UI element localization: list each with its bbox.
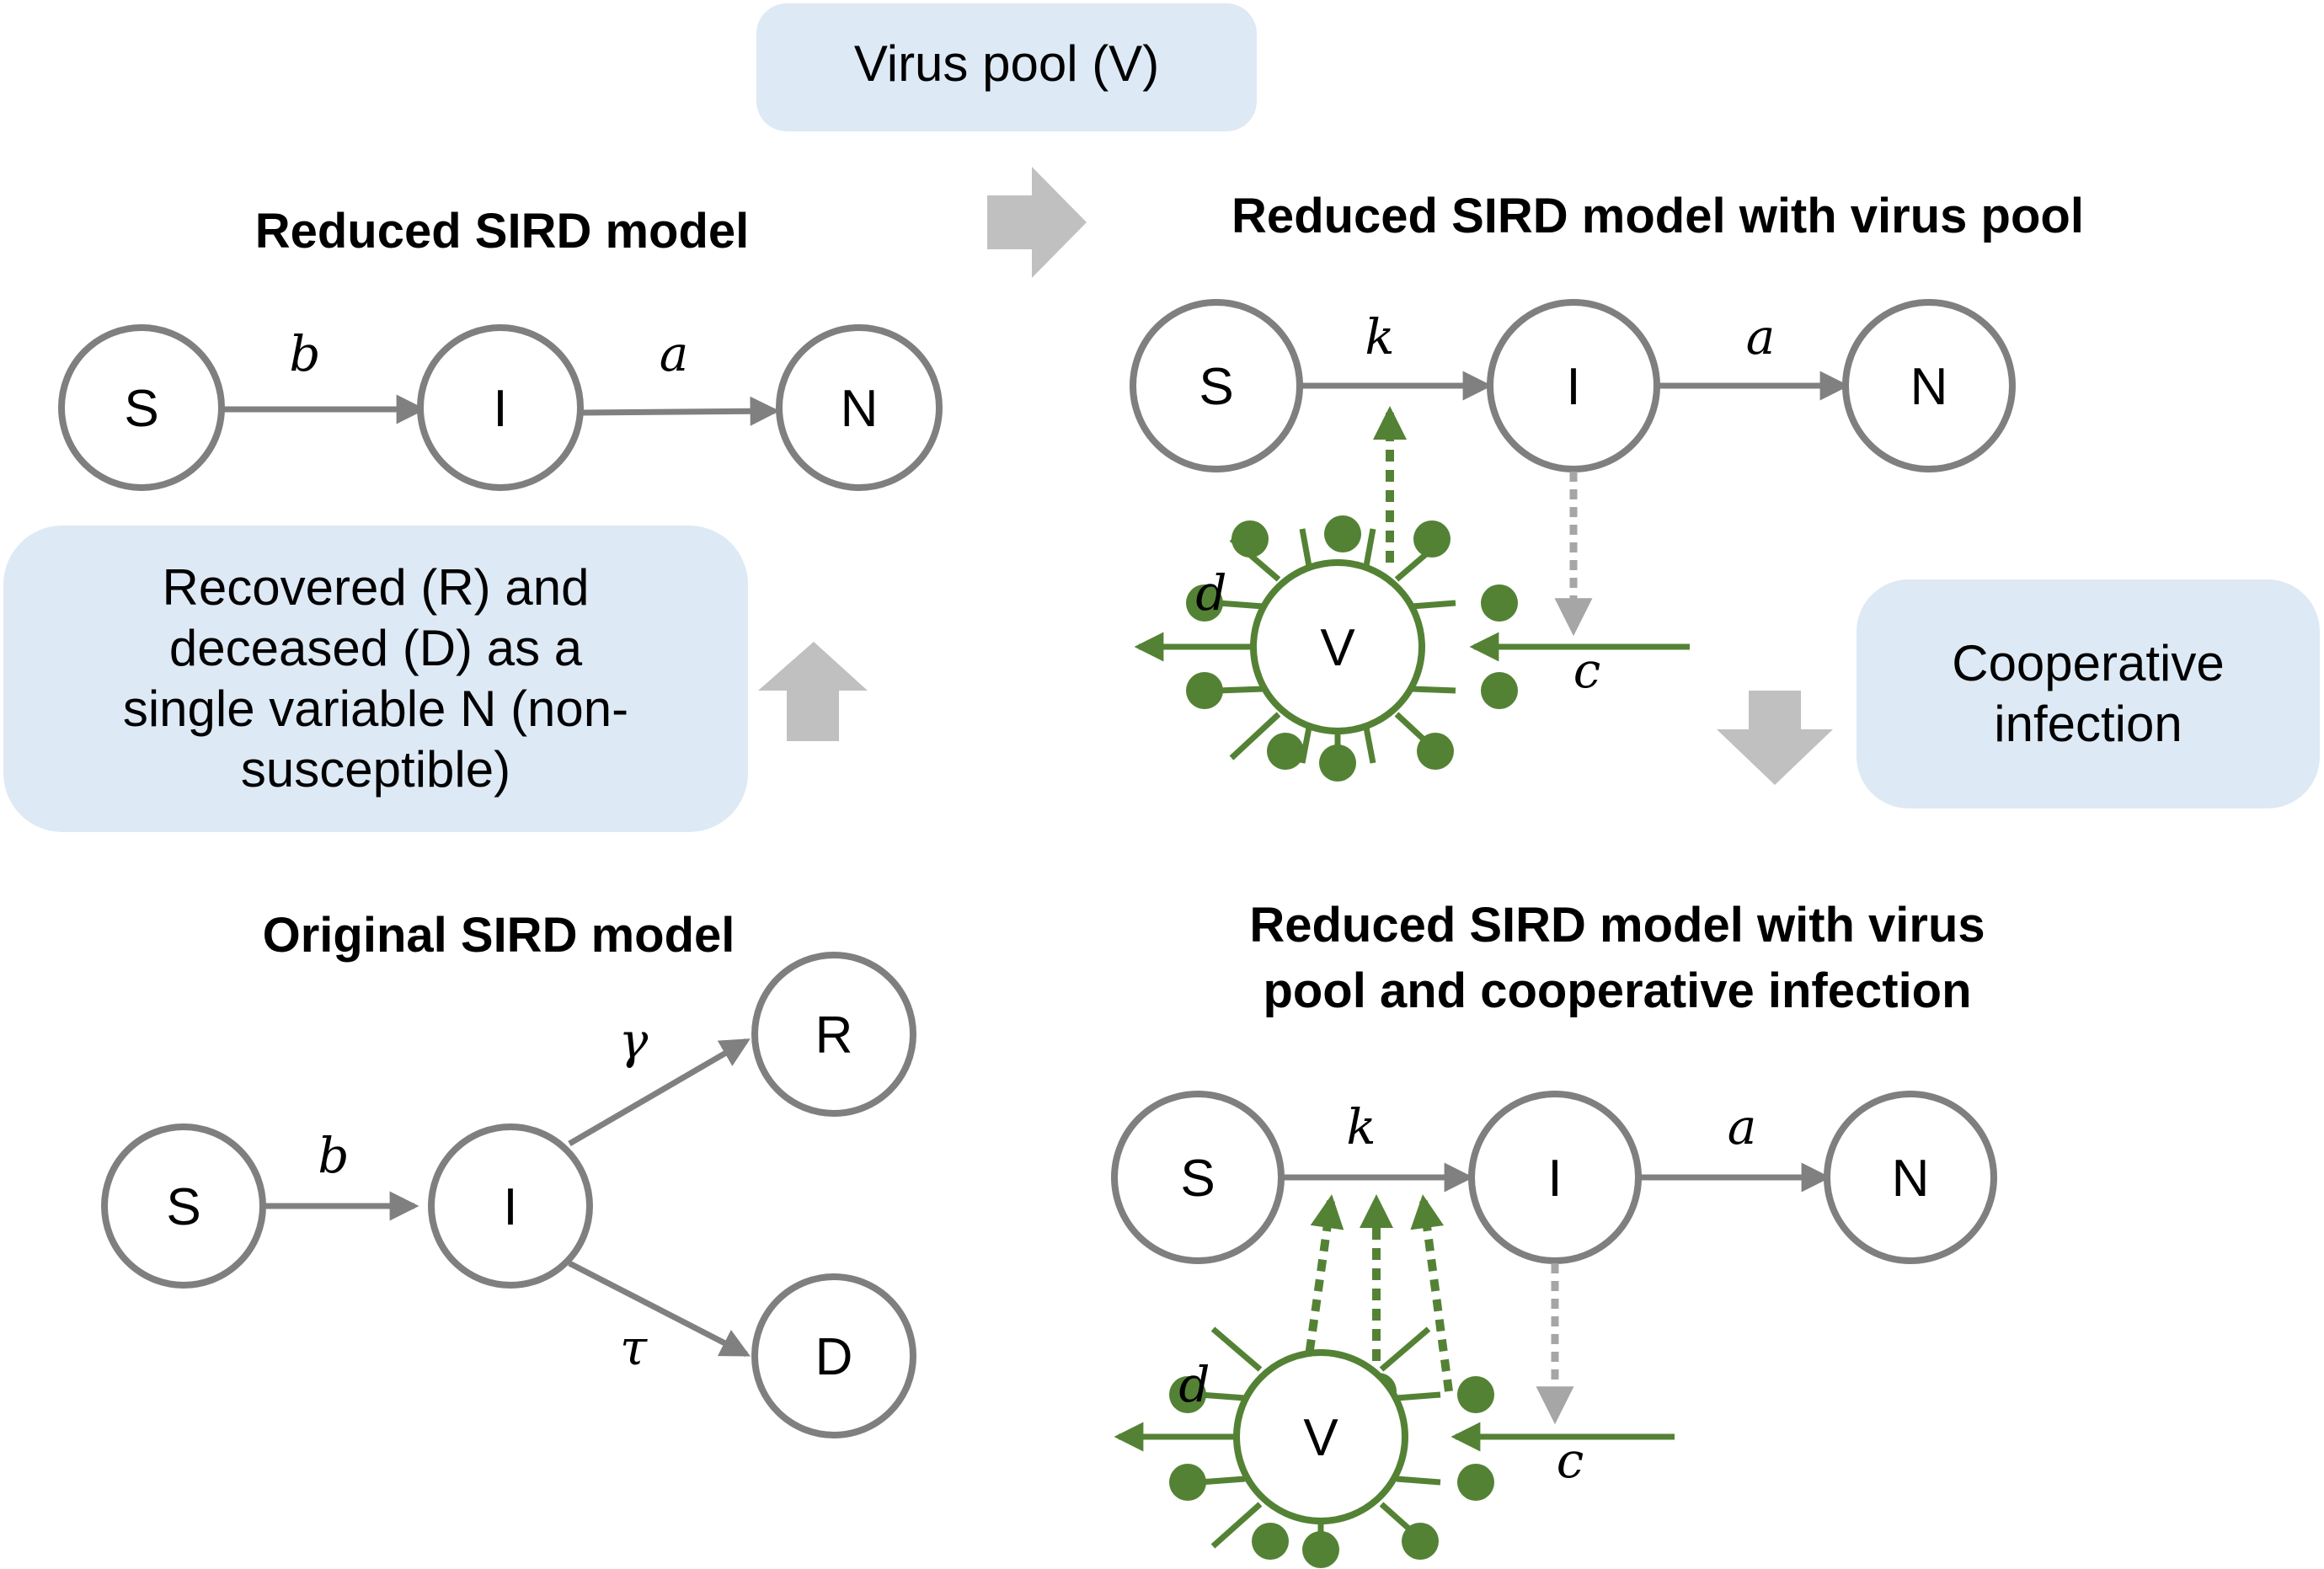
node-s — [1130, 299, 1303, 472]
rate-tau-label: τ — [620, 1319, 648, 1376]
cooperative-infection-box: Cooperative infection — [1857, 579, 2320, 809]
rate-a-label: a — [1728, 1098, 1757, 1155]
rate-d-label: d — [1195, 564, 1226, 622]
block-arrow-down — [1717, 691, 1833, 785]
node-i — [1468, 1091, 1642, 1264]
node-v-label: V — [1303, 1409, 1338, 1467]
node-r — [751, 952, 916, 1117]
virus-pool-label: Virus pool (V) — [854, 35, 1159, 92]
node-s-label: S — [1199, 358, 1233, 416]
cooperative-box-line-2: infection — [1994, 696, 2182, 752]
node-n — [776, 324, 943, 491]
edge-i-to-d — [568, 1260, 751, 1358]
node-v — [1250, 559, 1425, 734]
node-v-label: V — [1320, 619, 1355, 677]
node-i-label: I — [503, 1178, 517, 1236]
panel-reduced-sird-virus-pool: S I N k a — [1130, 299, 2016, 782]
node-s — [58, 324, 225, 491]
panel-reduced-sird: S I N b a — [58, 324, 943, 491]
rate-c-label: c — [1573, 642, 1600, 699]
rate-gamma-label: γ — [619, 1012, 649, 1070]
node-s-label: S — [166, 1178, 200, 1236]
edge-i-to-r — [568, 1038, 751, 1147]
node-s — [1111, 1091, 1285, 1264]
node-i-label: I — [1547, 1150, 1562, 1208]
node-i — [417, 324, 584, 491]
node-d — [751, 1273, 916, 1438]
node-i-label: I — [1566, 358, 1580, 416]
recovered-box-line-2: deceased (D) as a — [169, 620, 583, 676]
rate-c-label: c — [1557, 1432, 1584, 1489]
virus-pool-box: Virus pool (V) — [756, 3, 1257, 131]
rate-a-label: a — [1746, 308, 1776, 366]
node-n-label: N — [841, 380, 879, 438]
title-original-sird: Original SIRD model — [263, 908, 735, 963]
recovered-box-line-1: Recovered (R) and — [163, 559, 590, 616]
node-n-label: N — [1892, 1150, 1930, 1208]
node-v — [1233, 1349, 1408, 1524]
virus-particle: V — [1169, 1326, 1494, 1568]
edge-i-to-n — [580, 396, 780, 426]
node-i — [1487, 299, 1660, 472]
virus-particle: V — [1186, 515, 1518, 782]
recovered-box-line-4: susceptible) — [241, 741, 510, 798]
rate-d-label: d — [1178, 1356, 1210, 1413]
node-s-label: S — [124, 380, 158, 438]
recovered-deceased-box: Recovered (R) and deceased (D) as a sing… — [3, 526, 748, 832]
rate-k-label: k — [1346, 1098, 1376, 1155]
node-s — [101, 1123, 266, 1289]
node-n — [1824, 1091, 1997, 1264]
panel-cooperative-infection: S I N k a — [1111, 1091, 1997, 1568]
node-s-label: S — [1180, 1150, 1215, 1208]
panel-original-sird: S I R D b γ τ — [101, 952, 916, 1438]
block-arrow-right — [987, 167, 1087, 278]
recovered-box-line-3: single variable N (non- — [123, 680, 628, 737]
title-cooperative-line-1: Reduced SIRD model with virus — [1249, 898, 1985, 953]
node-i-label: I — [493, 380, 507, 438]
rate-b-label: b — [289, 325, 320, 382]
node-r-label: R — [815, 1006, 853, 1065]
rate-k-label: k — [1365, 308, 1394, 366]
block-arrow-up — [758, 642, 868, 741]
node-n — [1842, 299, 2016, 472]
rate-b-label: b — [318, 1127, 349, 1184]
node-i — [428, 1123, 593, 1289]
rate-a-label: a — [660, 325, 689, 382]
node-d-label: D — [815, 1328, 853, 1386]
node-n-label: N — [1910, 358, 1948, 416]
cooperative-box-line-1: Cooperative — [1952, 635, 2225, 691]
title-cooperative-line-2: pool and cooperative infection — [1263, 963, 1971, 1018]
title-reduced-sird: Reduced SIRD model — [255, 204, 750, 259]
edge-virus-to-infection-dashed-3 — [1410, 1194, 1453, 1392]
title-reduced-sird-virus-pool: Reduced SIRD model with virus pool — [1231, 189, 2084, 243]
